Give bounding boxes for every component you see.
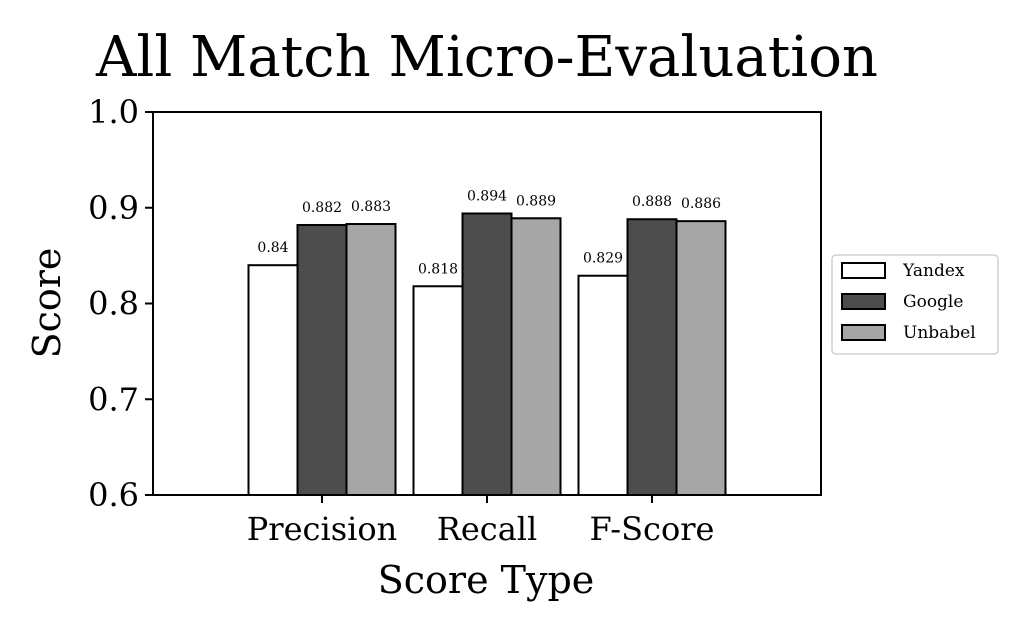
- y-tick-label: 0.6: [88, 476, 139, 514]
- legend-label-unbabel: Unbabel: [903, 323, 976, 343]
- bar-value-label: 0.894: [467, 188, 507, 204]
- y-tick-label: 0.9: [88, 189, 139, 227]
- bar-yandex-fscore: [577, 274, 629, 497]
- bar-value-label: 0.883: [351, 199, 391, 215]
- plot-area: 0.6 0.7 0.8 0.9 1.0 Precision 0.84 0.882 0.883 Re…: [88, 93, 822, 548]
- bar-value-label: 0.886: [681, 196, 721, 212]
- bar-google-precision: [296, 223, 348, 497]
- bar-unbabel-fscore: [675, 220, 727, 496]
- legend-swatch-google: [841, 293, 886, 310]
- bar-google-fscore: [626, 218, 678, 497]
- bar-value-label: 0.84: [257, 240, 288, 256]
- bar-value-label: 0.818: [418, 261, 458, 277]
- bar-google-recall: [461, 212, 513, 496]
- chart-title: All Match Micro-Evaluation: [95, 25, 878, 90]
- x-tick-label: F-Score: [590, 510, 715, 548]
- bar-unbabel-recall: [510, 217, 562, 496]
- x-tick-label: Recall: [437, 510, 538, 548]
- bar-value-label: 0.829: [583, 251, 623, 267]
- y-tick-label: 0.8: [88, 285, 139, 323]
- y-axis-label: Score: [25, 248, 69, 359]
- bar-value-label: 0.888: [632, 194, 672, 210]
- x-tick-label: Precision: [247, 510, 397, 548]
- legend-label-yandex: Yandex: [902, 261, 965, 281]
- bar-yandex-precision: [247, 264, 299, 497]
- bar-unbabel-precision: [345, 223, 397, 496]
- bar-value-label: 0.889: [516, 193, 556, 209]
- legend: Yandex Google Unbabel: [831, 254, 999, 355]
- x-axis-label: Score Type: [378, 558, 595, 602]
- legend-label-google: Google: [903, 292, 963, 312]
- y-tick-label: 0.7: [88, 380, 139, 418]
- legend-swatch-yandex: [841, 262, 886, 279]
- legend-swatch-unbabel: [841, 324, 886, 341]
- bar-yandex-recall: [412, 285, 464, 497]
- bar-value-label: 0.882: [302, 200, 342, 216]
- y-tick-label: 1.0: [88, 93, 139, 131]
